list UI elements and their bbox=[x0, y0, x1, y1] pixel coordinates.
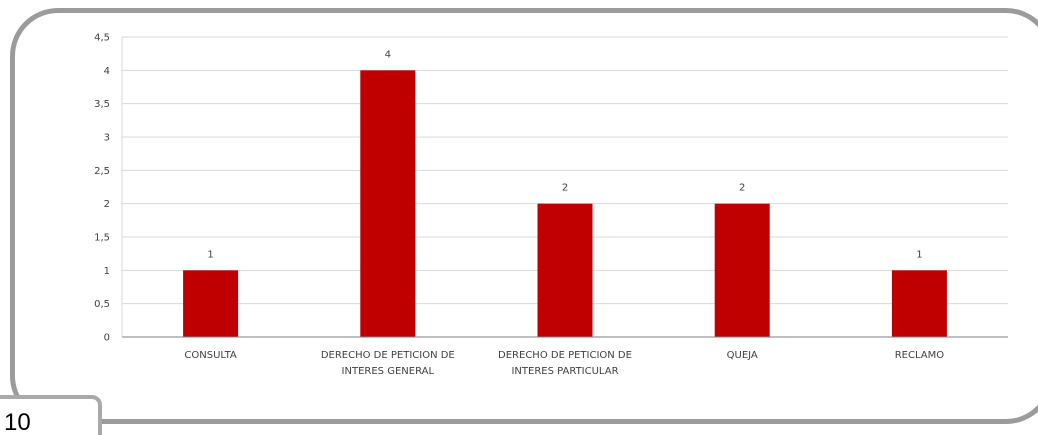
y-tick-label: 0 bbox=[104, 333, 110, 344]
category-label-line: RECLAMO bbox=[895, 350, 945, 361]
rounded-frame bbox=[10, 8, 1038, 424]
y-tick-label: 3 bbox=[104, 133, 110, 144]
category-label-line: CONSULTA bbox=[184, 350, 237, 361]
y-tick-label: 1 bbox=[104, 266, 110, 277]
category-label-line: QUEJA bbox=[727, 350, 758, 361]
category-label-line: INTERES PARTICULAR bbox=[511, 366, 618, 377]
data-label: 4 bbox=[385, 49, 391, 60]
bar bbox=[714, 203, 770, 337]
category-label-line: DERECHO DE PETICION DE bbox=[498, 350, 632, 361]
category-label: QUEJA bbox=[727, 350, 758, 361]
y-tick-label: 2 bbox=[104, 199, 110, 210]
data-label: 2 bbox=[739, 183, 745, 194]
y-tick-label: 3,5 bbox=[94, 99, 110, 110]
category-label: DERECHO DE PETICION DE INTERES GENERAL bbox=[321, 350, 455, 377]
page-number-tab: 10 bbox=[0, 395, 102, 435]
label-layer: 0 0,5 1 1,5 2 2,5 3 3,5 4 4,5 1 CONSULTA 4 DERECHO DE… bbox=[94, 33, 944, 378]
bar bbox=[537, 203, 593, 337]
category-label: CONSULTA bbox=[184, 350, 237, 361]
bar bbox=[891, 270, 947, 337]
bar bbox=[360, 70, 416, 337]
category-label: DERECHO DE PETICION DE INTERES PARTICULAR bbox=[498, 350, 632, 377]
y-tick-label: 2,5 bbox=[94, 166, 110, 177]
category-label: RECLAMO bbox=[895, 350, 945, 361]
data-label: 2 bbox=[562, 183, 568, 194]
y-tick-label: 4,5 bbox=[94, 33, 110, 44]
category-label-line: INTERES GENERAL bbox=[342, 366, 435, 377]
bar bbox=[183, 270, 239, 337]
page-number: 10 bbox=[4, 409, 31, 435]
data-label: 1 bbox=[916, 249, 922, 260]
bar-layer bbox=[183, 70, 947, 337]
data-label: 1 bbox=[207, 249, 213, 260]
y-tick-label: 4 bbox=[104, 66, 110, 77]
axis-layer bbox=[121, 37, 1008, 338]
category-label-line: DERECHO DE PETICION DE bbox=[321, 350, 455, 361]
y-tick-label: 1,5 bbox=[94, 233, 110, 244]
y-tick-label: 0,5 bbox=[94, 299, 110, 310]
